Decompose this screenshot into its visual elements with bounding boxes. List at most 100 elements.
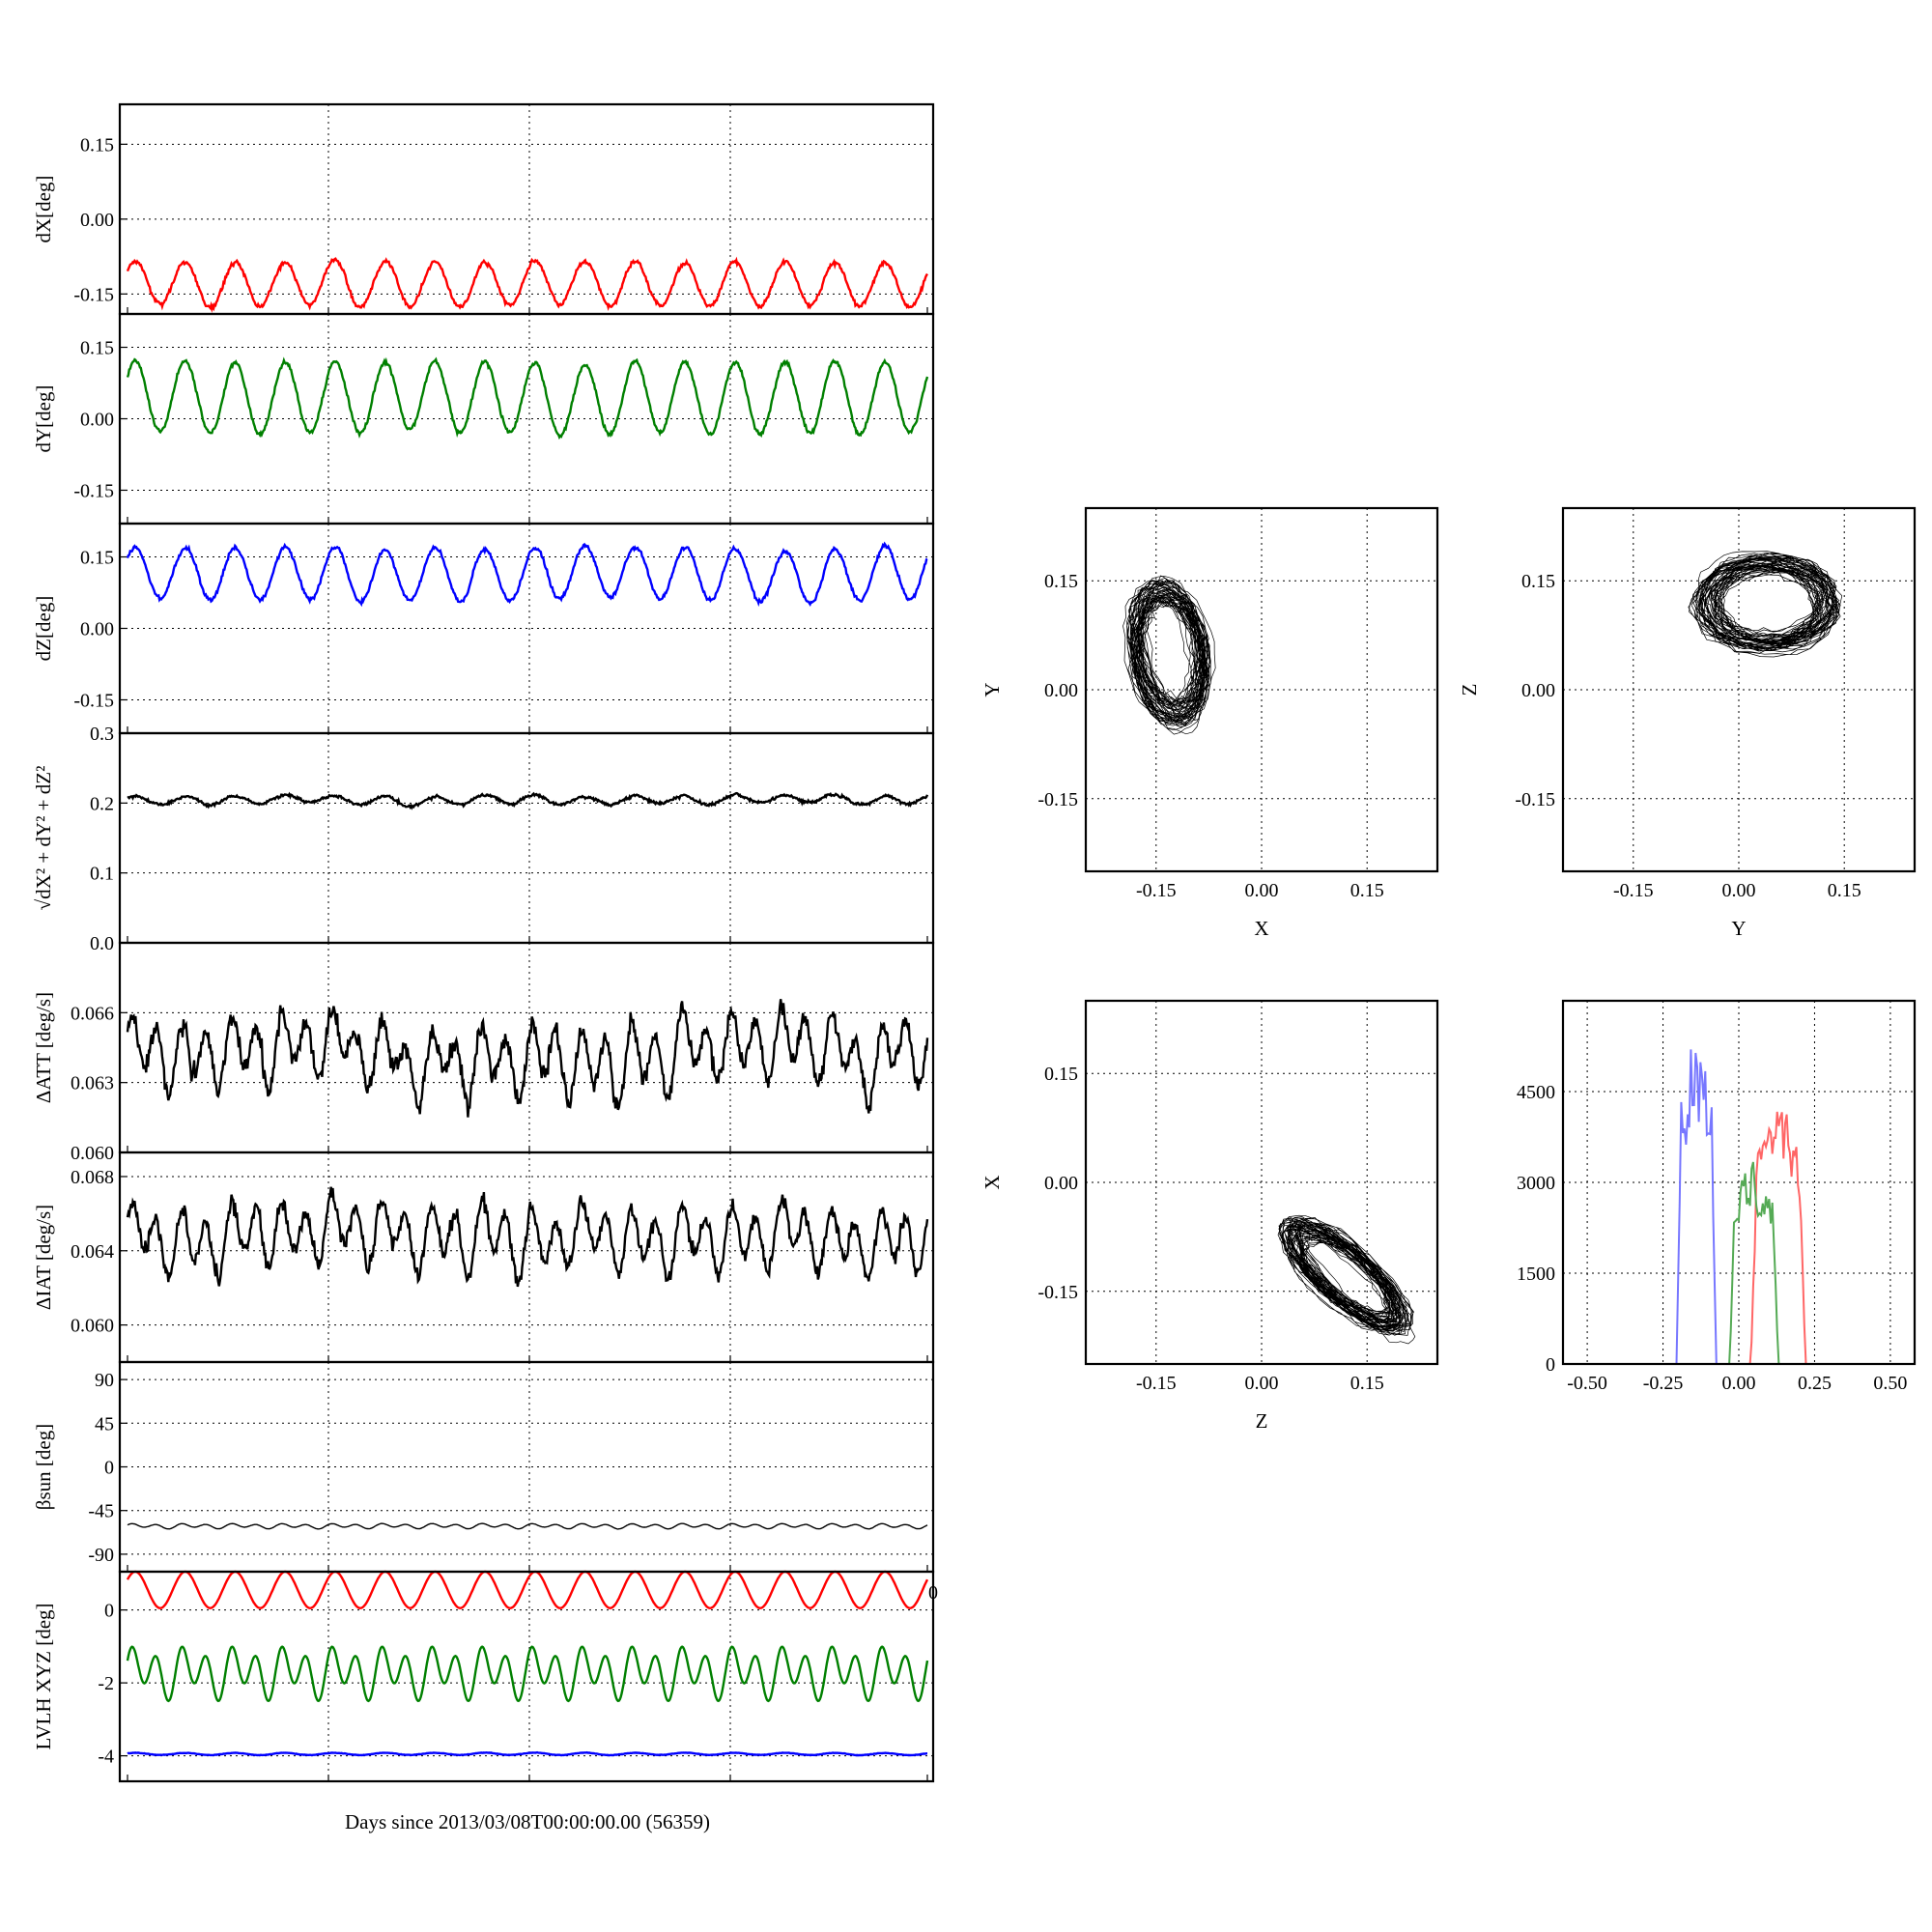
ylabel-dIAT: ΔIAT [deg/s] [32, 1205, 55, 1310]
frame-hist [1561, 999, 1917, 1366]
frame-XY [1084, 506, 1439, 873]
series-mag-0 [127, 791, 929, 810]
ytick-label-ZX-0: 0.15 [1044, 1064, 1078, 1085]
panel-YZ: -0.15 0.00 0.15 0.15 0.00 -0.15 Y Z [1458, 506, 1917, 940]
ytick-label-beta-4: -90 [88, 1545, 114, 1566]
panel-dIAT: 0.068 0.064 0.060 ΔIAT [deg/s] [32, 1151, 935, 1364]
xtick-label-XY-0: -0.15 [1136, 880, 1177, 901]
panel-XY: -0.15 0.00 0.15 0.15 0.00 -0.15 X Y [980, 506, 1439, 940]
ylabel-dX: dX[deg] [32, 176, 55, 243]
ylabel-dZ: dZ[deg] [32, 596, 55, 662]
ytick-label-mag-2: 0.1 [90, 864, 114, 885]
ytick-label-ZX-1: 0.00 [1044, 1173, 1078, 1194]
ytick-label-beta-1: 45 [95, 1413, 114, 1435]
ytick-label-dY-0: 0.15 [80, 338, 114, 359]
xtick-label-ZX-0: -0.15 [1136, 1373, 1177, 1394]
ytick-label-mag-0: 0.3 [90, 724, 114, 745]
ytick-label-lvlh-1: -2 [98, 1673, 114, 1694]
ytick-label-hist-3: 0 [1546, 1354, 1555, 1376]
ylabel-dY: dY[deg] [32, 385, 55, 453]
xtick-label-XY-1: 0.00 [1245, 880, 1279, 901]
shared-x-axis-label: Days since 2013/03/08T00:00:00.00 (56359… [345, 1810, 710, 1833]
frame-dIAT [118, 1151, 935, 1364]
ytick-label-YZ-2: -0.15 [1515, 789, 1555, 810]
trajectory-ZX [1277, 1214, 1416, 1345]
series-dATT-0 [126, 999, 929, 1118]
trajectory-XY [1122, 575, 1216, 735]
ytick-label-lvlh-2: -4 [98, 1747, 114, 1768]
xtick-label-YZ-0: -0.15 [1613, 880, 1654, 901]
panel-dZ: 0.15 0.00 -0.15 dZ[deg] [32, 522, 935, 735]
ylabel-beta: βsun [deg] [32, 1424, 55, 1510]
ytick-label-dIAT-0: 0.068 [71, 1167, 114, 1188]
ytick-label-dIAT-2: 0.060 [71, 1316, 114, 1337]
ylabel-lvlh: LVLH XYZ [deg] [32, 1603, 55, 1749]
ytick-label-dX-1: 0.00 [80, 210, 114, 231]
panel-ZX: -0.15 0.00 0.15 0.15 0.00 -0.15 Z X [980, 999, 1439, 1433]
series-lvlh-2 [127, 1750, 927, 1757]
ytick-label-dATT-1: 0.063 [71, 1073, 114, 1094]
time-series-stack: 0.150.00-0.15dX[deg]0.150.00-0.15dY[deg]… [32, 102, 935, 1783]
ytick-label-dZ-2: -0.15 [73, 690, 114, 711]
ylabel-XY: Y [980, 682, 1004, 696]
ytick-label-mag-3: 0.0 [90, 933, 114, 954]
scatter-panels: -0.15 0.00 0.15 0.15 0.00 -0.15 X Y -0.15 0.00 0.1… [980, 506, 1917, 1433]
overflow-tick-label: 0 [928, 1582, 938, 1604]
frame-YZ [1561, 506, 1917, 873]
ytick-label-dZ-1: 0.00 [80, 619, 114, 640]
ytick-label-dX-2: -0.15 [73, 284, 114, 305]
ytick-label-beta-0: 90 [95, 1370, 114, 1391]
ytick-label-mag-1: 0.2 [90, 793, 114, 814]
panel-mag: 0.3 0.2 0.1 0.0 √dX² + dY² + dZ² [32, 724, 935, 954]
frame-mag [118, 731, 935, 945]
xtick-label-XY-2: 0.15 [1350, 880, 1384, 901]
series-lvlh-1 [126, 1645, 929, 1703]
ytick-label-XY-1: 0.00 [1044, 680, 1078, 701]
xtick-label-ZX-1: 0.00 [1245, 1373, 1279, 1394]
panel-lvlh: 0 -2 -4 LVLH XYZ [deg] [32, 1570, 935, 1783]
xtick-label-ZX-2: 0.15 [1350, 1373, 1384, 1394]
panel-dATT: 0.066 0.063 0.060 ΔATT [deg/s] [32, 941, 935, 1164]
ytick-label-dIAT-1: 0.064 [71, 1241, 114, 1263]
xtick-label-hist-4: 0.50 [1873, 1373, 1907, 1394]
xlabel-XY: X [1254, 917, 1268, 940]
ytick-label-hist-1: 3000 [1517, 1173, 1555, 1194]
series-dX-0 [126, 256, 928, 313]
xlabel-ZX: Z [1256, 1409, 1268, 1433]
series-beta-0 [127, 1522, 928, 1530]
panel-dX: 0.15 0.00 -0.15 dX[deg] [32, 102, 935, 316]
ytick-label-ZX-2: -0.15 [1037, 1282, 1078, 1303]
frame-ZX [1084, 999, 1439, 1366]
xtick-label-hist-2: 0.00 [1722, 1373, 1756, 1394]
xtick-label-hist-3: 0.25 [1798, 1373, 1832, 1394]
series-lvlh-0 [126, 1570, 929, 1609]
series-dIAT-0 [126, 1186, 929, 1288]
ylabel-mag: √dX² + dY² + dZ² [32, 766, 55, 911]
xtick-label-YZ-1: 0.00 [1722, 880, 1756, 901]
panel-beta: 90 45 0 -45 -90 βsun [deg] [32, 1360, 935, 1574]
xtick-label-YZ-2: 0.15 [1828, 880, 1861, 901]
xtick-label-hist-1: -0.25 [1643, 1373, 1684, 1394]
ytick-label-beta-2: 0 [104, 1458, 114, 1479]
ytick-label-dATT-0: 0.066 [71, 1003, 114, 1024]
panel-dY: 0.15 0.00 -0.15 dY[deg] [32, 312, 935, 526]
series-dY-0 [126, 356, 929, 440]
ytick-label-beta-3: -45 [88, 1501, 114, 1522]
ytick-label-dY-2: -0.15 [73, 480, 114, 501]
ytick-label-dATT-2: 0.060 [71, 1143, 114, 1164]
ytick-label-XY-2: -0.15 [1037, 789, 1078, 810]
xtick-label-hist-0: -0.50 [1567, 1373, 1607, 1394]
ytick-label-XY-0: 0.15 [1044, 571, 1078, 592]
ytick-label-YZ-0: 0.15 [1521, 571, 1555, 592]
ytick-label-dZ-0: 0.15 [80, 548, 114, 569]
ylabel-ZX: X [980, 1175, 1004, 1189]
series-dZ-0 [126, 541, 928, 608]
panel-hist: -0.50 -0.25 0.00 0.25 0.50 4500 3000 1500 0 [1517, 999, 1917, 1394]
xlabel-YZ: Y [1731, 917, 1746, 940]
ylabel-YZ: Z [1458, 684, 1481, 696]
trajectory-YZ [1688, 551, 1843, 658]
ytick-label-hist-2: 1500 [1517, 1264, 1555, 1285]
frame-lvlh [118, 1570, 935, 1783]
ylabel-dATT: ΔATT [deg/s] [32, 992, 55, 1103]
ytick-label-lvlh-0: 0 [104, 1601, 114, 1622]
